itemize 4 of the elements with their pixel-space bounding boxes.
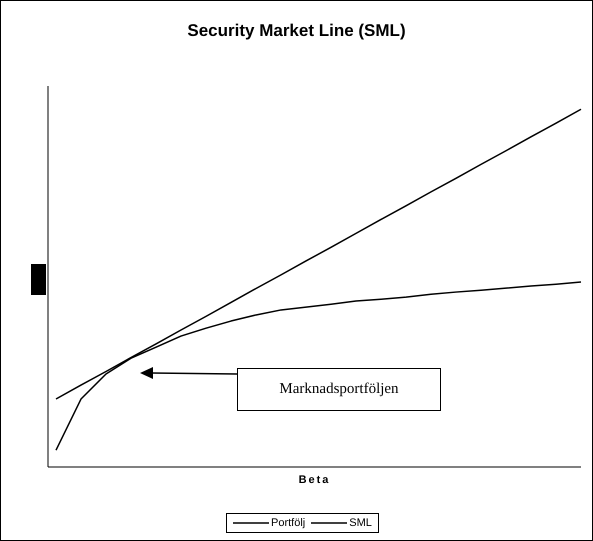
- chart-title: Security Market Line (SML): [186, 21, 407, 41]
- x-axis-title: Beta: [298, 474, 332, 486]
- legend-label: Portfölj: [271, 517, 306, 529]
- legend-label: SML: [349, 517, 372, 529]
